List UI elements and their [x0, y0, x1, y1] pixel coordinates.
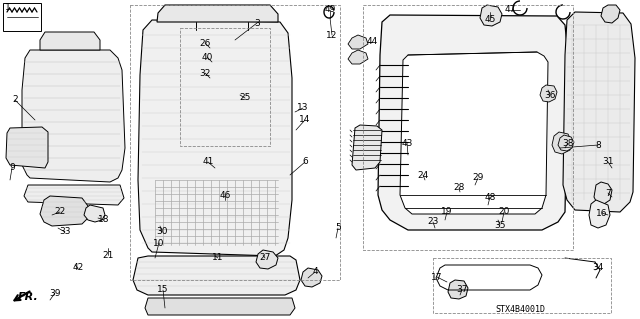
Text: 14: 14 [300, 115, 310, 124]
Text: 24: 24 [417, 170, 429, 180]
Text: 18: 18 [99, 216, 109, 225]
Polygon shape [563, 12, 635, 212]
Text: 2: 2 [12, 95, 18, 105]
Polygon shape [256, 250, 278, 269]
Text: 11: 11 [212, 254, 224, 263]
Polygon shape [480, 5, 502, 26]
Text: 46: 46 [220, 190, 230, 199]
Polygon shape [145, 298, 295, 315]
Polygon shape [589, 200, 610, 228]
Polygon shape [601, 5, 620, 23]
Polygon shape [348, 50, 368, 64]
Text: 9: 9 [9, 164, 15, 173]
Text: 33: 33 [60, 227, 71, 236]
Polygon shape [558, 135, 574, 151]
Text: 42: 42 [72, 263, 84, 272]
Text: 30: 30 [156, 227, 168, 236]
Bar [180, 28, 270, 146]
Text: 45: 45 [484, 16, 496, 25]
Polygon shape [157, 5, 278, 22]
Text: 6: 6 [302, 158, 308, 167]
Polygon shape [594, 182, 612, 204]
Text: 40: 40 [202, 53, 212, 62]
Polygon shape [378, 15, 568, 230]
Polygon shape [138, 20, 292, 256]
Bar [3, 3, 41, 31]
Text: 3: 3 [254, 19, 260, 27]
Polygon shape [24, 185, 124, 205]
Polygon shape [352, 125, 382, 170]
Text: 26: 26 [199, 39, 211, 48]
Text: 29: 29 [472, 174, 484, 182]
Text: 47: 47 [504, 5, 516, 14]
Text: 49: 49 [324, 5, 336, 14]
Text: 1: 1 [5, 4, 11, 12]
Text: 43: 43 [401, 138, 413, 147]
Text: 37: 37 [456, 286, 468, 294]
Bar [433, 258, 611, 313]
Polygon shape [552, 132, 572, 154]
Bar [130, 5, 340, 280]
Text: STX4B4001D: STX4B4001D [495, 306, 545, 315]
Text: 23: 23 [428, 218, 438, 226]
Text: 39: 39 [49, 288, 61, 298]
Text: 34: 34 [592, 263, 604, 272]
Polygon shape [6, 127, 48, 168]
Text: 36: 36 [544, 91, 556, 100]
Text: 17: 17 [431, 272, 443, 281]
Text: 19: 19 [441, 207, 452, 217]
Text: 7: 7 [605, 189, 611, 197]
Polygon shape [400, 52, 548, 214]
Text: 5: 5 [335, 224, 341, 233]
Polygon shape [40, 32, 100, 50]
Polygon shape [540, 85, 557, 102]
Text: 15: 15 [157, 286, 169, 294]
Bar [363, 5, 573, 250]
Polygon shape [301, 268, 322, 287]
Polygon shape [84, 205, 105, 222]
Text: 10: 10 [153, 239, 164, 248]
Text: 25: 25 [239, 93, 251, 102]
Text: 20: 20 [499, 207, 509, 217]
Circle shape [452, 34, 488, 70]
Text: 4: 4 [312, 268, 318, 277]
Circle shape [455, 195, 485, 225]
Text: 38: 38 [563, 138, 573, 147]
Text: 21: 21 [102, 250, 114, 259]
Text: 13: 13 [297, 103, 308, 113]
Text: 27: 27 [259, 254, 271, 263]
Text: 16: 16 [596, 209, 608, 218]
Polygon shape [133, 256, 300, 295]
Text: 44: 44 [366, 38, 378, 47]
Text: 22: 22 [54, 207, 66, 217]
Polygon shape [40, 196, 88, 226]
Text: 35: 35 [494, 220, 506, 229]
Text: 32: 32 [199, 69, 211, 78]
Text: 12: 12 [326, 31, 338, 40]
Text: 41: 41 [202, 158, 214, 167]
Text: 28: 28 [453, 183, 465, 192]
Polygon shape [22, 50, 125, 182]
Text: 8: 8 [595, 140, 601, 150]
Polygon shape [348, 35, 368, 49]
Text: 48: 48 [484, 192, 496, 202]
Text: 31: 31 [602, 158, 614, 167]
Text: FR.: FR. [18, 292, 38, 302]
Polygon shape [448, 280, 468, 299]
